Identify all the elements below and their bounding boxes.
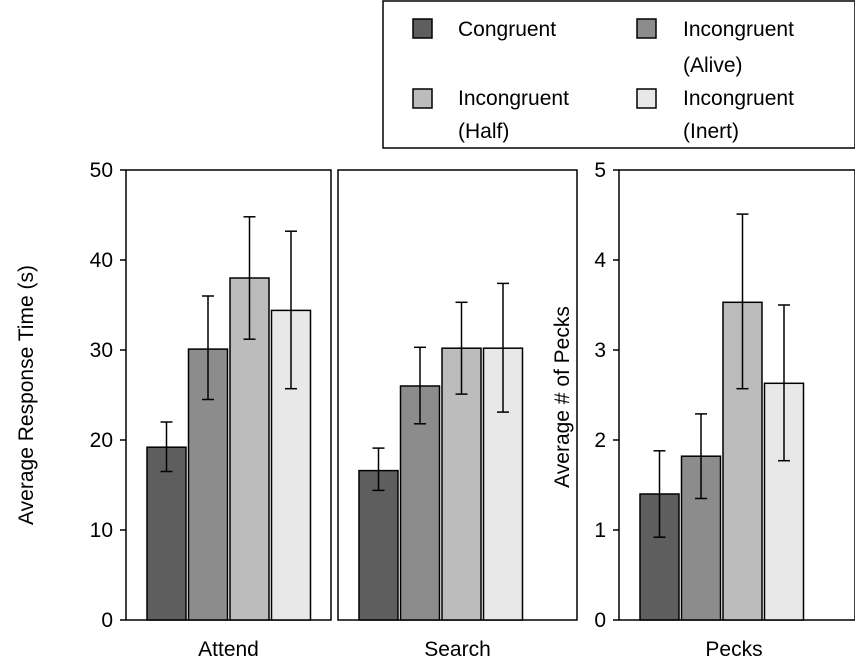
y-tick-label: 2 [594,429,606,452]
panel-attend: 0 10 20 30 40 50 Attend [90,159,332,661]
legend-swatch-congruent [412,18,433,39]
legend-label-alive-line2: (Alive) [683,54,743,77]
legend-swatch-alive [636,18,657,39]
panel-frame-attend [125,169,332,621]
y-tick-label: 10 [90,519,113,542]
legend-label-half-line2: (Half) [458,120,509,143]
y-tick-label: 1 [594,519,606,542]
bar-pecks-2 [722,301,763,621]
panel-search: Search [337,169,578,661]
y-tick-label: 30 [90,339,113,362]
y-tick-label: 5 [594,159,606,182]
y-tick-label: 0 [594,609,606,632]
y-tick-label: 50 [90,159,113,182]
legend-label-congruent: Congruent [458,18,556,41]
y-tick-label: 3 [594,339,606,362]
y-tick-label: 4 [594,249,606,272]
y-tick-label: 0 [101,609,113,632]
x-axis-label-search: Search [424,638,491,661]
x-axis-label-pecks: Pecks [705,638,762,661]
y-tick-label: 40 [90,249,113,272]
legend-box [382,0,855,149]
legend-swatch-half [412,88,433,109]
legend-label-half-line1: Incongruent [458,87,569,110]
chart-legend: Congruent Incongruent (Alive) Incongruen… [382,0,855,149]
legend-label-inert-line2: (Inert) [683,120,739,143]
legend-label-inert-line1: Incongruent [683,87,794,110]
legend-label-alive-line1: Incongruent [683,18,794,41]
left-y-axis-title: Average Response Time (s) [15,265,38,525]
legend-swatch-inert [636,88,657,109]
x-axis-label-attend: Attend [198,638,259,661]
panel-pecks: 0 1 2 3 4 5 Pecks [594,159,855,661]
bar-attend-0 [146,446,187,621]
right-y-axis-title: Average # of Pecks [551,306,574,488]
chart-panels: 0 10 20 30 40 50 Attend Search 0 1 2 3 4 5 Pecks [90,159,855,661]
y-tick-label: 20 [90,429,113,452]
bar-search-0 [358,469,399,621]
